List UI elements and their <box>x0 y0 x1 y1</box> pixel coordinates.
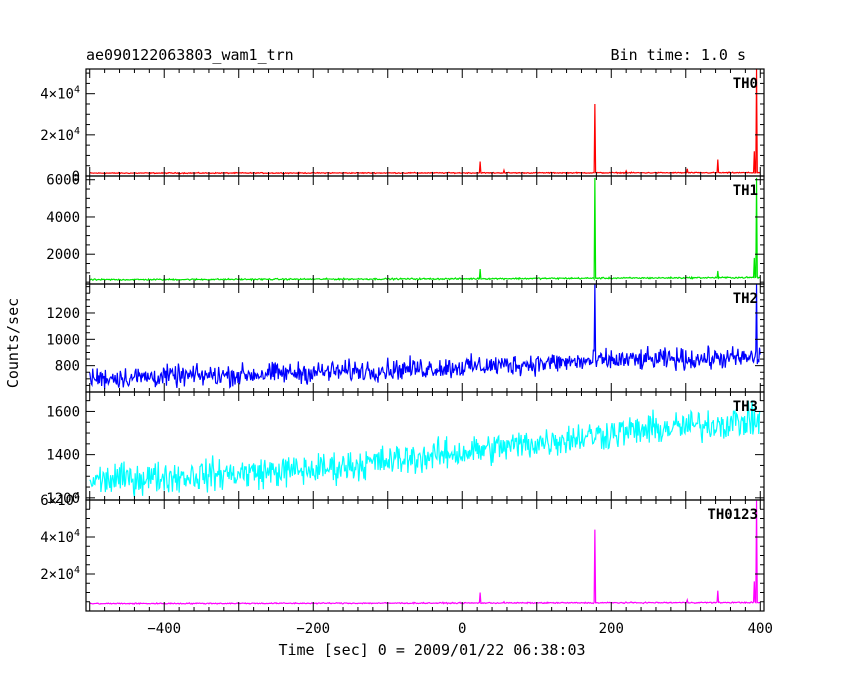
y-tick-label: 0 <box>72 169 80 185</box>
y-tick-label: 1000 <box>46 332 80 348</box>
series-th0-line <box>89 69 761 175</box>
y-tick-label: 2000 <box>46 247 80 263</box>
y-tick-label: 4×104 <box>40 528 80 546</box>
series-th2-line <box>89 284 761 389</box>
y-tick-label: 2×104 <box>40 126 80 144</box>
panel-label: TH0 <box>733 76 758 92</box>
series-th0123-line <box>89 500 761 605</box>
y-tick-label: 1600 <box>46 404 80 420</box>
panel-th1-frame <box>85 175 765 285</box>
x-tick-label: −400 <box>147 621 181 637</box>
y-tick-label: 1200 <box>46 306 80 322</box>
x-tick-label: 0 <box>458 621 466 637</box>
y-tick-label: 1200 <box>46 491 80 507</box>
y-tick-label: 4000 <box>46 210 80 226</box>
y-tick-label: 6×104 <box>40 491 80 509</box>
y-tick-label: 800 <box>55 359 80 375</box>
x-axis-label: Time [sec] 0 = 2009/01/22 06:38:03 <box>278 641 585 659</box>
y-tick-label: 1400 <box>46 448 80 464</box>
series-th3-line <box>89 400 761 498</box>
chart-title: ae090122063803_wam1_trn <box>86 46 294 64</box>
y-tick-label: 2×104 <box>40 565 80 583</box>
x-tick-label: 400 <box>748 621 773 637</box>
x-tick-label: −200 <box>296 621 330 637</box>
panel-th0-frame <box>85 68 765 177</box>
x-tick-label: 200 <box>599 621 624 637</box>
panel-label: TH2 <box>733 291 758 307</box>
y-axis-label: Counts/sec <box>4 298 22 388</box>
series-th1-line <box>89 177 761 282</box>
bin-time-label: Bin time: 1.0 s <box>611 46 746 64</box>
y-tick-label: 4×104 <box>40 85 80 103</box>
panel-label: TH1 <box>733 183 758 199</box>
panel-th0123-frame <box>85 499 765 612</box>
panel-label: TH3 <box>733 399 758 415</box>
panel-label: TH0123 <box>707 507 758 523</box>
y-tick-label: 6000 <box>46 173 80 189</box>
panel-th3-frame <box>85 391 765 501</box>
